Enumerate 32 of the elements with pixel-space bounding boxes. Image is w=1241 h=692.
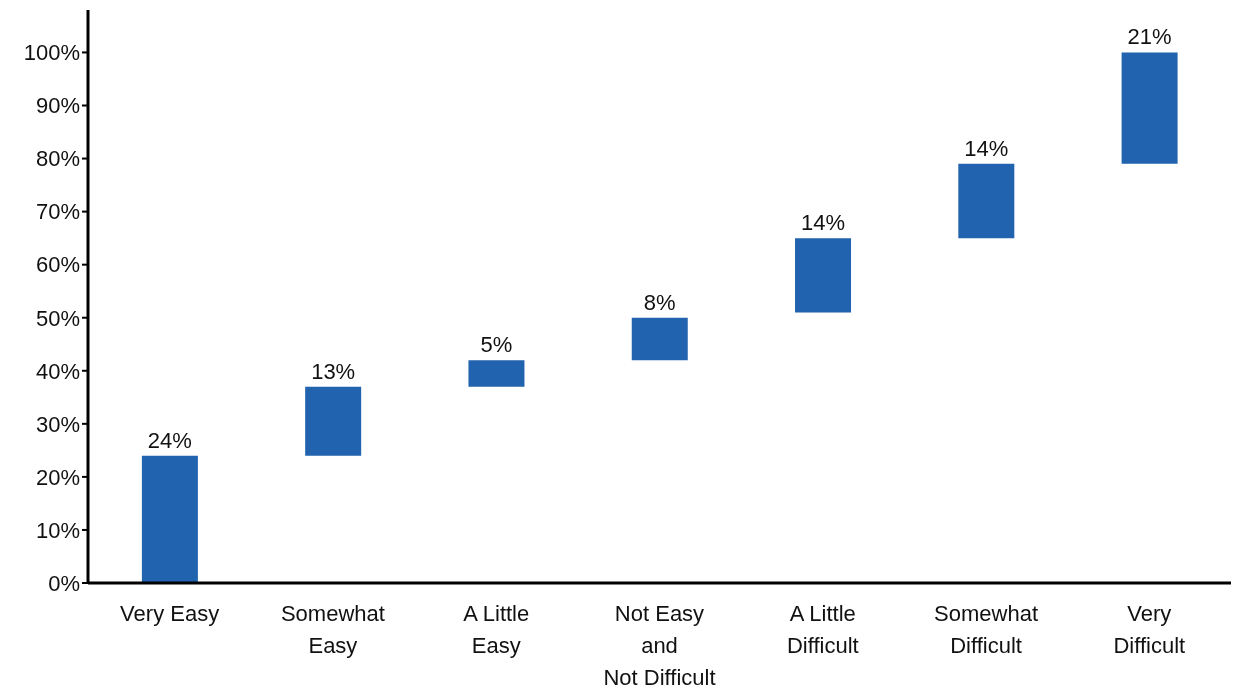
y-tick-label: 0% <box>48 570 80 596</box>
bar <box>795 238 852 313</box>
x-tick-label: A Little Difficult <box>786 601 859 658</box>
y-tick-label: 60% <box>35 252 80 278</box>
data-label: 24% <box>147 427 192 453</box>
bar <box>958 163 1015 239</box>
y-tick-label: 70% <box>35 199 80 225</box>
x-tick-label: A Little Easy <box>463 601 530 658</box>
y-tick-label: 30% <box>35 411 80 437</box>
bar <box>305 386 362 456</box>
data-label: 14% <box>964 135 1009 161</box>
bar <box>141 455 198 583</box>
y-tick-label: 20% <box>35 464 80 490</box>
y-tick-label: 100% <box>23 40 80 66</box>
bar <box>1121 52 1178 164</box>
y-tick-label: 10% <box>35 517 80 543</box>
y-tick-label: 40% <box>35 358 80 384</box>
data-label: 14% <box>801 210 846 236</box>
data-label: 8% <box>643 289 676 315</box>
data-label: 5% <box>480 332 513 358</box>
data-label: 13% <box>311 358 356 384</box>
x-tick-label: Very Easy <box>120 601 220 626</box>
x-tick-label: Not Easy and Not Difficult <box>603 601 716 690</box>
y-tick-label: 50% <box>35 305 80 331</box>
x-tick-label: Very Difficult <box>1113 601 1186 658</box>
bar <box>631 317 688 361</box>
bar <box>468 360 525 387</box>
data-label: 21% <box>1127 24 1172 50</box>
y-tick-label: 90% <box>35 93 80 119</box>
x-tick-label: Somewhat Easy <box>280 601 385 658</box>
y-tick-label: 80% <box>35 146 80 172</box>
x-tick-label: Somewhat Difficult <box>934 601 1039 658</box>
